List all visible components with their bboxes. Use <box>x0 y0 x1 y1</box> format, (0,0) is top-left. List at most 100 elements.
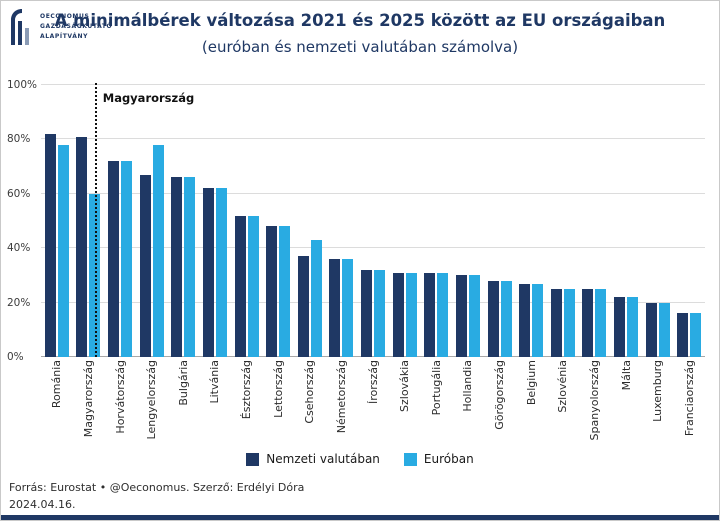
national-currency-bar <box>361 269 373 357</box>
y-axis-tick-label: 100% <box>7 79 38 91</box>
x-axis-label-cell: Észtország <box>231 360 263 456</box>
y-axis-tick-label: 20% <box>7 296 31 309</box>
y-axis-tick-label: 60% <box>7 187 31 200</box>
x-axis-label-cell: Spanyolország <box>579 360 611 456</box>
national-currency-bar <box>645 302 657 357</box>
x-axis-label-cell: Szlovákia <box>389 360 421 456</box>
annotation-line <box>94 83 97 357</box>
euro-bar <box>247 215 259 357</box>
gridline <box>41 138 705 140</box>
y-axis-tick-label: 40% <box>7 242 31 255</box>
x-axis-label-cell: Málta <box>610 360 642 456</box>
x-axis-label: Belgium <box>524 360 538 406</box>
x-axis-label-cell: Hollandia <box>452 360 484 456</box>
x-axis-label-cell: Lettország <box>262 360 294 456</box>
bar-group <box>610 85 642 357</box>
x-axis-label: Franciaország <box>682 360 696 437</box>
bar-group <box>136 85 168 357</box>
x-axis-label: Bulgária <box>176 360 190 406</box>
national-currency-bar <box>266 226 278 357</box>
chart-title: A minimálbérek változása 2021 és 2025 kö… <box>54 11 666 30</box>
bar-group <box>41 85 73 357</box>
bar-chart-plot-area: Magyarország 0% 20% 40% 60% 80% 100% <box>7 79 706 363</box>
y-axis-tick-label: 0% <box>7 351 24 363</box>
euro-bar <box>468 275 480 357</box>
x-axis-label-cell: Románia <box>41 360 73 456</box>
legend-item: Euróban <box>403 452 474 466</box>
x-axis-label: Spanyolország <box>587 360 601 441</box>
gridline <box>41 247 705 249</box>
x-axis-label-cell: Belgium <box>515 360 547 456</box>
x-axis-label-cell: Portugália <box>421 360 453 456</box>
legend-label: Euróban <box>423 452 474 466</box>
annotation-label: Magyarország <box>102 91 195 105</box>
x-axis-label-cell: Németország <box>326 360 358 456</box>
national-currency-bar <box>44 133 56 357</box>
euro-bar <box>658 302 670 357</box>
bar-group <box>452 85 484 357</box>
x-axis-label-cell: Írország <box>357 360 389 456</box>
bar-group <box>515 85 547 357</box>
euro-bar <box>152 144 164 357</box>
x-axis-label: Hollandia <box>461 360 475 412</box>
euro-bar <box>563 289 575 357</box>
bar-group <box>199 85 231 357</box>
x-axis-label-cell: Franciaország <box>674 360 706 456</box>
bar-group <box>389 85 421 357</box>
national-currency-bar <box>392 272 404 357</box>
national-currency-bar <box>297 256 309 357</box>
bottom-accent-bar <box>1 515 719 520</box>
date-text: 2024.04.16. <box>9 498 76 512</box>
national-currency-bar <box>329 259 341 357</box>
euro-bar <box>342 259 354 357</box>
euro-bar <box>184 177 196 357</box>
euro-bar <box>690 313 702 357</box>
x-axis-label-cell: Csehország <box>294 360 326 456</box>
gridline <box>41 356 705 357</box>
x-axis-label: Portugália <box>429 360 443 416</box>
x-axis-label: Észtország <box>240 360 254 420</box>
x-axis-label: Magyarország <box>81 360 95 438</box>
national-currency-bar <box>76 136 88 357</box>
x-axis-label-cell: Bulgária <box>168 360 200 456</box>
bar-group <box>104 85 136 357</box>
euro-bar <box>310 240 322 357</box>
x-axis-labels: Románia Magyarország Horvátország Lengyelor… <box>41 360 705 456</box>
bar-group <box>642 85 674 357</box>
national-currency-bar <box>677 313 689 357</box>
national-currency-bar <box>550 289 562 357</box>
chart-subtitle: (euróban és nemzeti valutában számolva) <box>201 38 519 56</box>
x-axis-label: Románia <box>50 360 64 409</box>
euro-bar <box>532 283 544 357</box>
euro-bar <box>121 161 133 357</box>
bar-group <box>579 85 611 357</box>
x-axis-label-cell: Magyarország <box>73 360 105 456</box>
gridline <box>41 301 705 303</box>
x-axis-label: Görögország <box>493 360 507 430</box>
national-currency-bar <box>582 289 594 357</box>
bar-group <box>168 85 200 357</box>
x-axis-label: Horvátország <box>113 360 127 434</box>
x-axis-label: Szlovénia <box>556 360 570 413</box>
national-currency-bar <box>487 280 499 357</box>
bar-group <box>484 85 516 357</box>
euro-bar <box>215 188 227 357</box>
bar-group <box>674 85 706 357</box>
x-axis-label-cell: Litvánia <box>199 360 231 456</box>
euro-bar <box>500 280 512 357</box>
legend-swatch <box>246 452 260 466</box>
y-axis-tick-label: 80% <box>7 133 31 146</box>
x-axis-label-cell: Görögország <box>484 360 516 456</box>
gridline <box>41 192 705 194</box>
bar-group <box>262 85 294 357</box>
euro-bar <box>627 297 639 357</box>
national-currency-bar <box>614 297 626 357</box>
euro-bar <box>595 289 607 357</box>
x-axis-label: Csehország <box>303 360 317 424</box>
national-currency-bar <box>171 177 183 357</box>
x-axis-label-cell: Luxemburg <box>642 360 674 456</box>
chart-header: A minimálbérek változása 2021 és 2025 kö… <box>1 11 719 56</box>
x-axis-label: Málta <box>619 360 633 391</box>
oeconomus-logo: OECONOMUS GAZDASÁGKUTATÓ ALAPÍTVÁNY <box>9 7 112 47</box>
